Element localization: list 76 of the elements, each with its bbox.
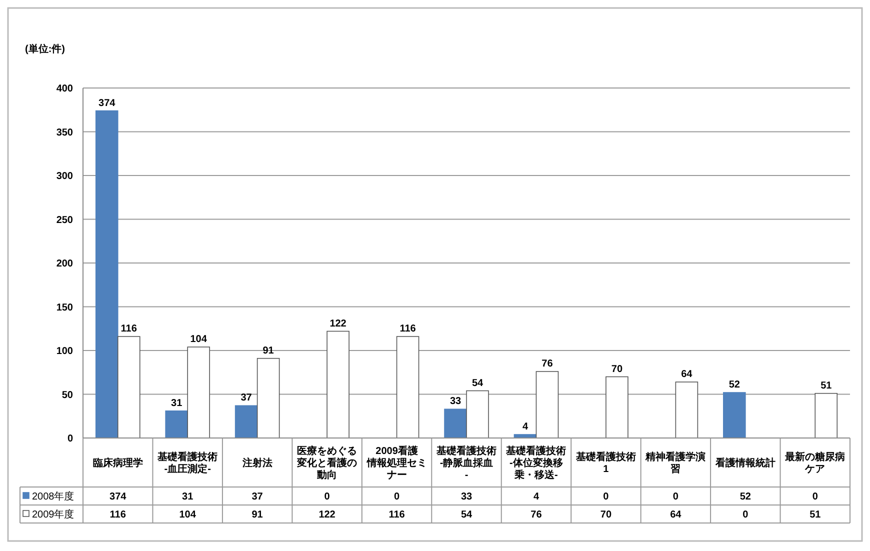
y-tick-label: 150 bbox=[56, 302, 74, 314]
x-tick-label: 基礎看護技術1 bbox=[574, 451, 636, 475]
text: 116 bbox=[120, 324, 137, 334]
bar bbox=[675, 382, 698, 438]
text: 51 bbox=[820, 380, 832, 392]
bar bbox=[444, 408, 467, 438]
data-label: 70 bbox=[600, 510, 612, 520]
text: 91 bbox=[262, 345, 274, 356]
data-label: 37 bbox=[252, 492, 264, 502]
data-label: 52 bbox=[740, 492, 752, 502]
text: 104 bbox=[190, 334, 207, 345]
x-tick-label: 最新の糖尿病ケア bbox=[784, 451, 846, 475]
data-label: 54 bbox=[460, 510, 472, 520]
text: 52 bbox=[728, 380, 740, 390]
bar bbox=[95, 110, 118, 438]
bar bbox=[326, 330, 350, 438]
text: 70 bbox=[611, 364, 623, 375]
bar bbox=[723, 392, 746, 438]
bar bbox=[256, 358, 280, 438]
data-label: 374 bbox=[110, 492, 127, 502]
bar bbox=[234, 405, 258, 438]
data-label: 31 bbox=[182, 492, 194, 502]
data-label: 0 bbox=[812, 492, 818, 502]
y-tick-label: 250 bbox=[56, 214, 74, 226]
data-label: 76 bbox=[530, 510, 542, 520]
text: 76 bbox=[542, 358, 553, 370]
x-tick-label: 看護情報統計 bbox=[714, 457, 776, 469]
data-label: 0 bbox=[603, 492, 610, 502]
text: 37 bbox=[240, 392, 252, 404]
data-label: 0 bbox=[324, 492, 330, 502]
y-tick-label: 400 bbox=[56, 84, 74, 94]
text: 64 bbox=[681, 369, 692, 380]
x-tick-label: 医療をめぐる変化と看護の動向 bbox=[296, 445, 358, 481]
data-label: 64 bbox=[670, 510, 682, 520]
bar bbox=[536, 371, 559, 438]
chart-title: (単位:件) bbox=[25, 43, 65, 55]
bar bbox=[814, 392, 838, 438]
y-tick-label: 50 bbox=[62, 390, 74, 401]
data-label: 122 bbox=[318, 510, 336, 520]
data-label: 91 bbox=[252, 510, 264, 520]
text: 31 bbox=[171, 398, 182, 409]
x-tick-label: 注射法 bbox=[241, 457, 272, 469]
data-label: 104 bbox=[179, 510, 196, 520]
y-tick-label: 100 bbox=[56, 346, 74, 357]
x-tick-label: 基礎看護技術-体位変換移乗・移送- bbox=[505, 445, 566, 481]
data-label: 4 bbox=[533, 492, 540, 502]
data-label: 116 bbox=[388, 510, 406, 520]
bar bbox=[187, 346, 210, 438]
text: 374 bbox=[98, 98, 116, 109]
text: 116 bbox=[400, 324, 416, 334]
data-label: 51 bbox=[810, 510, 822, 520]
x-tick-label: 臨床病理学 bbox=[92, 457, 143, 469]
data-label: 116 bbox=[110, 510, 126, 520]
y-tick-label: 200 bbox=[56, 258, 74, 270]
x-tick-label: 精神看護学演習 bbox=[644, 451, 706, 475]
y-tick-label: 350 bbox=[56, 127, 74, 138]
text: 54 bbox=[472, 378, 484, 389]
bar bbox=[165, 410, 188, 438]
x-tick-label: 2009看護情報処理セミナー bbox=[366, 445, 427, 481]
bar bbox=[606, 376, 628, 438]
y-tick-label: 300 bbox=[56, 171, 74, 182]
data-label: 0 bbox=[742, 510, 749, 520]
legend-label: 2008年度 bbox=[32, 490, 74, 502]
x-tick-label: 基礎看護技術-静脈血採血- bbox=[436, 445, 496, 481]
x-tick-label: 基礎看護技術-血圧測定- bbox=[156, 451, 218, 475]
text: 122 bbox=[330, 318, 346, 330]
bar bbox=[396, 336, 420, 438]
y-tick-label: 0 bbox=[67, 434, 74, 444]
text: 4 bbox=[522, 422, 528, 432]
bar bbox=[117, 336, 140, 438]
legend-label: 2009年度 bbox=[32, 508, 74, 520]
data-label: 33 bbox=[460, 492, 472, 502]
data-label: 0 bbox=[394, 492, 400, 502]
data-label: 0 bbox=[672, 492, 679, 502]
text: 33 bbox=[450, 396, 462, 408]
bar bbox=[466, 390, 489, 438]
